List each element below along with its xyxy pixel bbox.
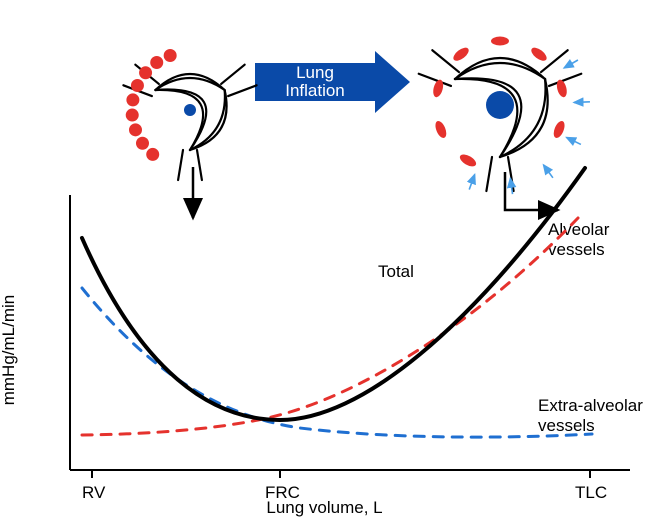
figure-root: Pulmonary vascular resistance,mmHg/mL/mi… — [0, 0, 649, 522]
figure-svg: LungInflation — [0, 0, 649, 522]
